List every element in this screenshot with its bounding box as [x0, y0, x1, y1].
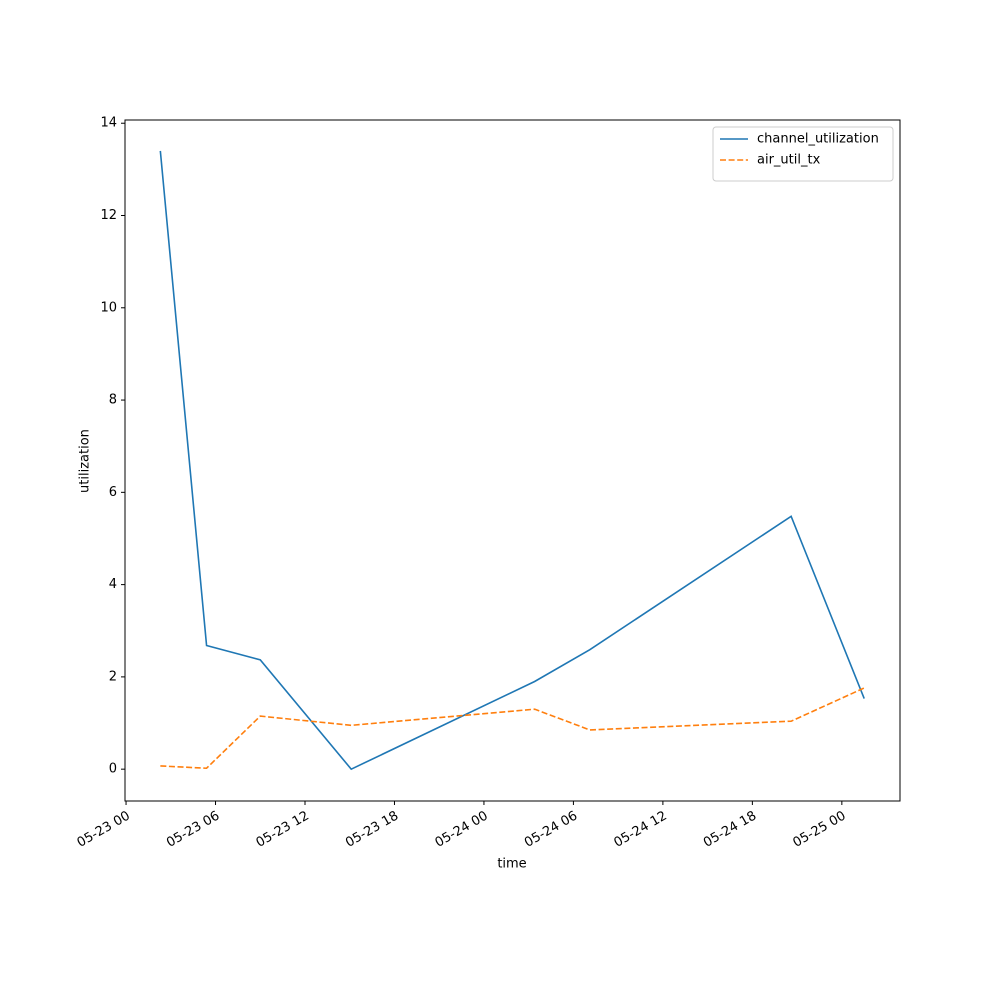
- series-line: [160, 687, 865, 770]
- legend-label: channel_utilization: [757, 132, 879, 147]
- legend-box: [712, 126, 894, 182]
- y-tick-label: 14: [100, 116, 117, 131]
- y-tick-label: 4: [109, 577, 117, 592]
- series-line: [159, 150, 865, 771]
- x-tick-label: 05-23 06: [164, 809, 222, 851]
- y-tick-label: 2: [109, 669, 117, 684]
- y-tick-label: 12: [100, 208, 117, 223]
- plot-frame: [124, 119, 901, 802]
- x-axis-label: time: [497, 857, 526, 872]
- y-tick-label: 10: [100, 300, 117, 315]
- y-tick-label: 0: [109, 762, 117, 777]
- y-axis-label: utilization: [78, 429, 93, 493]
- x-tick-label: 05-23 12: [254, 809, 312, 851]
- x-tick-label: 05-24 18: [701, 809, 759, 851]
- x-tick-label: 05-24 06: [522, 809, 580, 851]
- x-tick-label: 05-23 00: [75, 809, 133, 851]
- x-tick-label: 05-25 00: [790, 809, 848, 851]
- y-tick-label: 6: [109, 485, 117, 500]
- x-tick-label: 05-23 18: [343, 809, 401, 851]
- y-tick-label: 8: [109, 393, 117, 408]
- x-tick-label: 05-24 12: [612, 809, 670, 851]
- legend-label: air_util_tx: [757, 153, 821, 168]
- x-tick-label: 05-24 00: [433, 809, 491, 851]
